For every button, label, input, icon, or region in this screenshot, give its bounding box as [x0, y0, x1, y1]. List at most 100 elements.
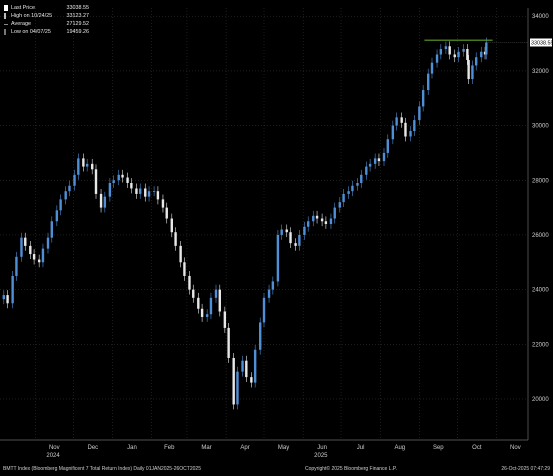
- x-tick-label: Apr: [240, 445, 249, 451]
- candle-body: [197, 297, 200, 309]
- candle-body: [253, 349, 257, 383]
- x-tick-label: Mar: [201, 445, 211, 451]
- footer-index-description: BMTT Index (Bloomberg Magnificent 7 Tota…: [3, 466, 201, 472]
- candle-body: [11, 275, 14, 304]
- candle-body: [453, 54, 456, 58]
- candle-body: [466, 49, 469, 60]
- candle-body: [29, 245, 32, 255]
- candle-body: [471, 65, 474, 80]
- x-tick-label: Jan: [127, 445, 137, 451]
- candle-body: [59, 199, 62, 211]
- candle-body: [108, 182, 112, 197]
- legend-value: 33038.55: [66, 5, 89, 11]
- y-tick-label: 34000: [532, 14, 549, 20]
- candle-body: [418, 106, 421, 121]
- candle-body: [391, 125, 395, 140]
- candle-body: [121, 174, 124, 178]
- candle-body: [170, 218, 173, 233]
- axes: [0, 8, 529, 441]
- candle-body: [82, 158, 85, 167]
- last-price-tag: 33038.55: [531, 40, 553, 46]
- candle-body: [55, 210, 59, 222]
- candle-body: [183, 262, 186, 276]
- candle-body: [382, 152, 386, 162]
- candle-body: [103, 196, 107, 208]
- candle-body: [250, 377, 253, 383]
- candle-body: [112, 180, 115, 183]
- candle-body: [156, 191, 160, 200]
- x-tick-label: Jul: [357, 445, 365, 451]
- candle-body: [435, 54, 439, 63]
- candle-body: [85, 163, 89, 167]
- candle-body: [91, 163, 94, 170]
- candle-body: [147, 191, 151, 197]
- candle-body: [24, 237, 27, 246]
- candle-body: [267, 289, 271, 298]
- candle-body: [144, 188, 147, 197]
- candle-body: [338, 202, 341, 208]
- x-tick-label: Feb: [164, 445, 175, 451]
- candle-body: [117, 174, 120, 181]
- candle-body: [130, 182, 133, 189]
- candle-body: [280, 229, 283, 235]
- candle-body: [232, 357, 235, 405]
- candle-body: [342, 193, 345, 203]
- candle-body: [32, 254, 36, 260]
- candle-body: [298, 234, 301, 246]
- candle-body: [386, 139, 389, 153]
- legend-swatch: [4, 5, 8, 11]
- last-price-tag-box: [530, 38, 552, 47]
- candle-body: [285, 229, 288, 233]
- candle-body: [351, 185, 354, 192]
- candle-body: [6, 295, 9, 304]
- candle-body: [271, 281, 275, 290]
- candle-body: [329, 218, 333, 224]
- candle-body: [50, 221, 53, 238]
- candle-body: [320, 218, 324, 222]
- candle-body: [236, 371, 239, 405]
- legend-swatch: [4, 23, 8, 25]
- candle-body: [174, 232, 177, 246]
- candle-body: [259, 322, 262, 350]
- legend: Last Price 33038.55 High on 10/24/25 331…: [4, 4, 89, 36]
- candle-body: [227, 327, 230, 358]
- candle-body: [312, 215, 315, 222]
- candle-body: [365, 166, 368, 175]
- y-tick-label: 26000: [532, 233, 549, 239]
- y-tick-label: 20000: [532, 397, 549, 403]
- legend-label: High on 10/24/25: [11, 13, 53, 19]
- x-tick-label: Nov: [510, 445, 521, 451]
- candle-body: [294, 243, 297, 246]
- y-tick-label: 22000: [532, 342, 549, 348]
- legend-label: Last Price: [11, 5, 35, 11]
- candle-body: [303, 226, 306, 235]
- candle-body: [64, 191, 67, 200]
- candle-body: [289, 232, 292, 244]
- candle-body: [188, 275, 191, 290]
- candle-body: [192, 289, 195, 298]
- candle-body: [448, 46, 451, 55]
- candle-body: [360, 174, 363, 183]
- candle-body: [444, 46, 448, 50]
- x-tick-label: Aug: [394, 445, 405, 451]
- candle-body: [245, 360, 248, 378]
- candle-body: [218, 289, 221, 312]
- candle-body: [307, 221, 310, 227]
- legend-swatch: [4, 13, 6, 19]
- candle-body: [214, 289, 218, 298]
- candle-body: [165, 207, 168, 219]
- footer-timestamp: 26-Oct-2025 07:47:29: [501, 466, 550, 472]
- candle-body: [400, 117, 403, 123]
- legend-value: 27129.52: [66, 21, 89, 27]
- candle-body: [333, 207, 336, 219]
- candle-body: [395, 117, 398, 126]
- candle-body: [126, 177, 129, 183]
- candle-body: [37, 259, 41, 263]
- candle-body: [467, 59, 470, 80]
- candle-body: [347, 191, 350, 194]
- candle-body: [73, 174, 76, 186]
- candle-body: [135, 188, 138, 194]
- candle-body: [41, 248, 45, 263]
- y-tick-label: 32000: [532, 69, 549, 75]
